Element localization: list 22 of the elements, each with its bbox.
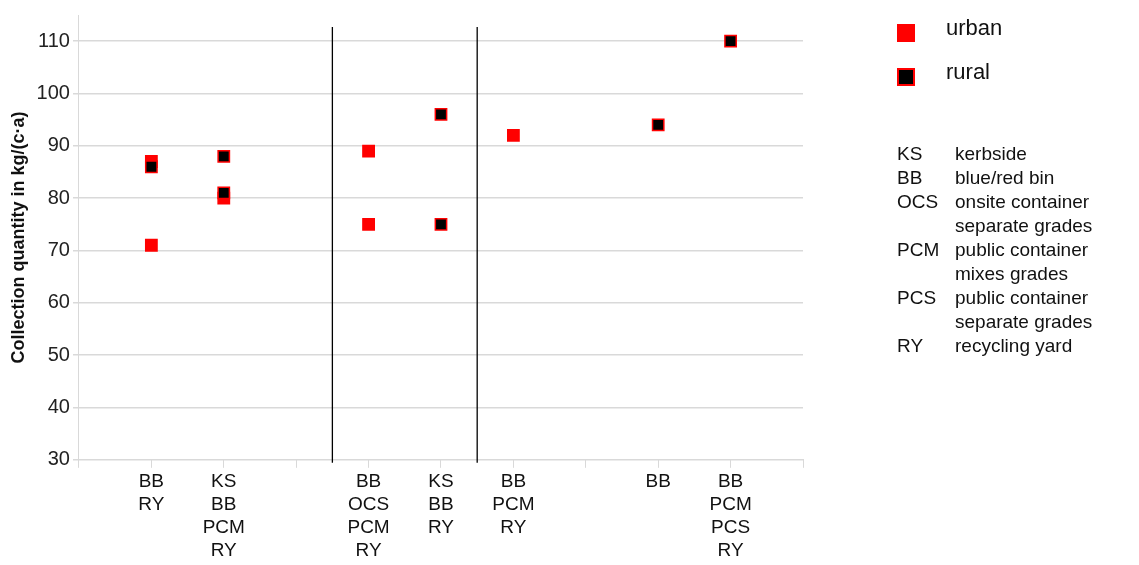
x-tick-label: BB RY <box>138 470 165 515</box>
y-tick-label: 100 <box>36 81 70 104</box>
x-tick-label: KS BB PCM RY <box>202 470 245 560</box>
x-tick-label: BB <box>645 470 671 492</box>
y-tick-label: 30 <box>47 447 70 470</box>
y-axis-title: Collection quantity in kg/(c·a) <box>7 111 28 364</box>
y-tick-label: 50 <box>47 342 70 365</box>
y-tick-label: 70 <box>47 238 70 260</box>
x-tick-label: BB OCS PCM RY <box>347 470 390 560</box>
text: BB blue/red bin <box>897 167 1055 188</box>
text: RY recycling yard <box>897 335 1073 356</box>
y-tick-label: 80 <box>47 185 70 208</box>
y-tick-label: 60 <box>47 290 70 313</box>
legend-label: urban <box>946 15 1003 41</box>
x-tick-label: BB PCM PCS RY <box>709 470 752 560</box>
y-tick-label: 40 <box>47 394 70 417</box>
text: KS kerbside <box>897 143 1027 164</box>
y-tick-label: 90 <box>47 133 70 156</box>
x-tick-label: KS BB RY <box>427 470 455 538</box>
y-tick-label: 110 <box>38 28 70 51</box>
legend-label: rural <box>946 59 991 85</box>
x-tick-label: BB PCM RY <box>492 470 535 538</box>
